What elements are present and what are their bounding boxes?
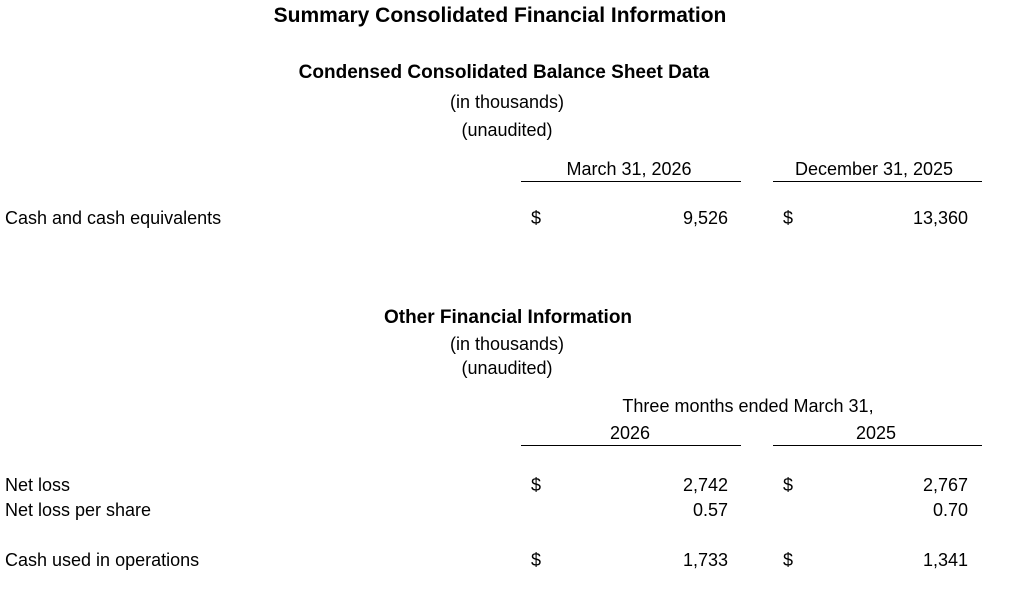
header-rule bbox=[521, 181, 741, 182]
document-title: Summary Consolidated Financial Informati… bbox=[273, 4, 727, 27]
section-note: (unaudited) bbox=[461, 358, 553, 378]
amount: 2,767 bbox=[922, 475, 968, 495]
amount: 13,360 bbox=[912, 208, 968, 228]
column-header: 2026 bbox=[609, 423, 651, 443]
column-group-header: Three months ended March 31, bbox=[622, 396, 874, 416]
currency: $ bbox=[783, 208, 794, 228]
header-rule bbox=[773, 181, 982, 182]
row-label: Net loss per share bbox=[5, 500, 152, 520]
row-label: Net loss bbox=[5, 475, 71, 495]
column-header: 2025 bbox=[855, 423, 897, 443]
amount: 2,742 bbox=[682, 475, 728, 495]
row-label: Cash and cash equivalents bbox=[5, 208, 222, 228]
amount: 0.70 bbox=[932, 500, 968, 520]
header-rule bbox=[773, 445, 982, 446]
section-units: (in thousands) bbox=[449, 334, 565, 354]
section-note: (unaudited) bbox=[461, 120, 553, 140]
section-title: Other Financial Information bbox=[383, 307, 633, 328]
currency: $ bbox=[531, 550, 542, 570]
header-rule bbox=[521, 445, 741, 446]
section-title: Condensed Consolidated Balance Sheet Dat… bbox=[298, 62, 710, 83]
row-label: Cash used in operations bbox=[5, 550, 200, 570]
section-units: (in thousands) bbox=[449, 92, 565, 112]
amount: 1,341 bbox=[922, 550, 968, 570]
currency: $ bbox=[531, 208, 542, 228]
currency: $ bbox=[531, 475, 542, 495]
column-header: December 31, 2025 bbox=[794, 159, 954, 179]
amount: 9,526 bbox=[682, 208, 728, 228]
amount: 1,733 bbox=[682, 550, 728, 570]
currency: $ bbox=[783, 475, 794, 495]
currency: $ bbox=[783, 550, 794, 570]
amount: 0.57 bbox=[692, 500, 728, 520]
column-header: March 31, 2026 bbox=[566, 159, 692, 179]
